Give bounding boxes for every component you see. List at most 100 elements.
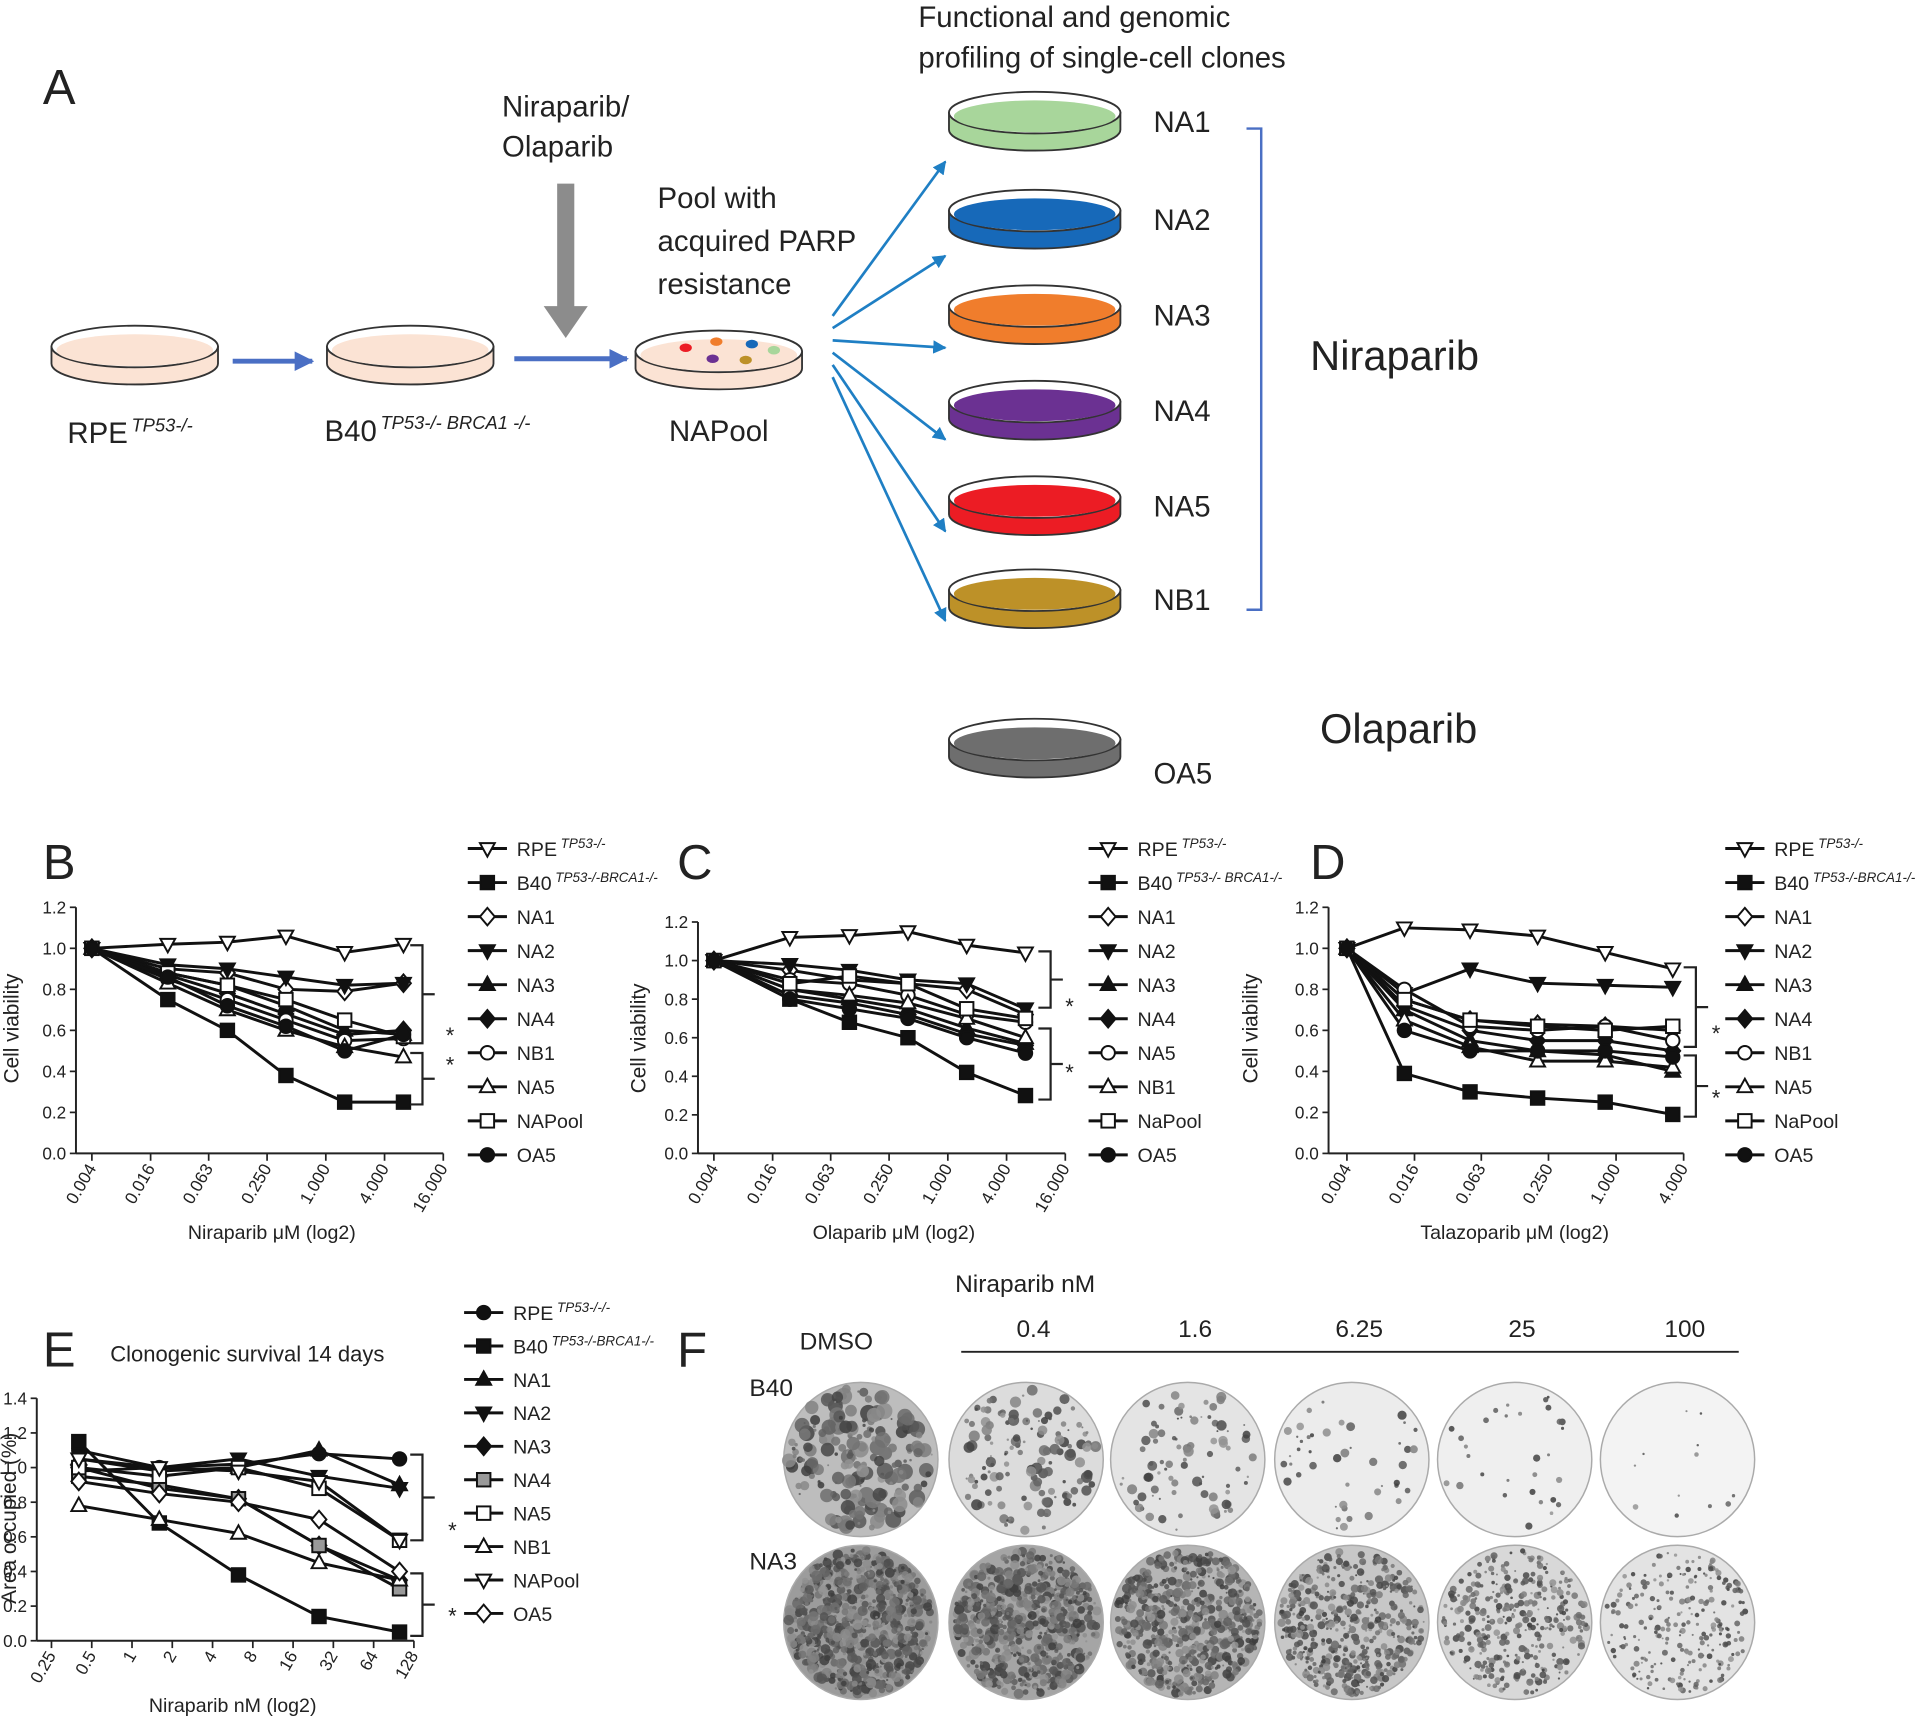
colony-dot <box>1486 1656 1490 1661</box>
colony-dot <box>1048 1416 1052 1421</box>
colony-dot <box>1575 1619 1583 1626</box>
colony-dot <box>1607 1640 1611 1644</box>
colony-dot <box>1630 1571 1636 1577</box>
colony-dot <box>1503 1648 1507 1652</box>
colony-dot <box>990 1611 996 1616</box>
colony-dot <box>854 1510 865 1520</box>
colony-dot <box>890 1620 899 1629</box>
colony-dot <box>1016 1626 1025 1635</box>
colony-dot <box>1056 1661 1064 1669</box>
colony-dot <box>854 1457 857 1460</box>
y-tick-label: 0.6 <box>664 1028 688 1048</box>
marker <box>1099 944 1118 961</box>
colony-dot <box>1190 1555 1193 1559</box>
colony-dot <box>1556 1418 1563 1425</box>
colony-dot <box>1611 1609 1616 1614</box>
legend-label-main: NAPool <box>513 1570 579 1592</box>
significance-star: * <box>1065 1060 1074 1085</box>
colony-dot <box>1701 1631 1707 1637</box>
colony-dot <box>1167 1576 1177 1586</box>
colony-dot <box>861 1546 871 1555</box>
colony-dot <box>1738 1588 1744 1594</box>
colony-dot <box>999 1655 1006 1662</box>
colony-dot <box>1216 1568 1220 1572</box>
colony-dot <box>1156 1657 1165 1666</box>
colony-dot <box>963 1637 969 1643</box>
colony-dot <box>922 1594 927 1599</box>
colony-dot <box>1310 1619 1314 1622</box>
colony-dot <box>1561 1570 1565 1575</box>
colony-dot <box>971 1593 978 1600</box>
marker <box>958 1001 975 1017</box>
colony-dot <box>1322 1663 1331 1672</box>
series-line <box>713 959 1026 1024</box>
colony-dot <box>882 1639 890 1647</box>
series-line <box>1345 947 1673 1032</box>
marker <box>311 1608 327 1625</box>
colony-dot <box>1189 1649 1196 1655</box>
colony-dot <box>987 1576 991 1580</box>
colony-dot <box>1485 1639 1491 1645</box>
colony-dot <box>1717 1677 1723 1683</box>
colony-dot <box>1340 1665 1345 1670</box>
x-tick-label: 128 <box>391 1647 423 1682</box>
colony-dot <box>1562 1618 1566 1622</box>
colony-dot <box>1203 1399 1209 1405</box>
colony-dot <box>1713 1611 1716 1614</box>
x-tick-label: 32 <box>315 1647 342 1674</box>
colony-dot <box>1499 1638 1506 1646</box>
series-line <box>91 946 404 993</box>
colony-dot <box>1384 1648 1388 1653</box>
colony-dot <box>1305 1656 1310 1661</box>
colony-dot <box>1513 1608 1517 1612</box>
colony-dot <box>1204 1670 1212 1677</box>
colony-dot <box>1646 1674 1651 1680</box>
x-tick-label: 1.000 <box>917 1160 956 1207</box>
colony-dot <box>1403 1421 1406 1424</box>
colony-dot <box>1232 1668 1239 1676</box>
colony-dot <box>905 1598 909 1602</box>
y-tick-label: 1.2 <box>1295 897 1319 917</box>
marker <box>1099 1008 1117 1029</box>
colony-dot <box>884 1567 895 1578</box>
colony-dot <box>1350 1650 1356 1656</box>
legend-label-main: NA2 <box>1774 941 1812 963</box>
colony-dot <box>1337 1670 1345 1679</box>
colony-dot <box>1187 1609 1193 1615</box>
significance-bracket <box>410 1051 435 1106</box>
significance-bracket <box>1683 1054 1709 1118</box>
colony-dot <box>1514 1653 1518 1657</box>
colony-dot <box>1677 1642 1683 1649</box>
dish-medium <box>953 293 1116 326</box>
colony-dot <box>1496 1609 1501 1614</box>
clone-label: NB1 <box>1153 584 1210 617</box>
colony-dot <box>1122 1644 1127 1649</box>
colony-dot <box>1309 1433 1315 1438</box>
colony-dot <box>1208 1504 1219 1515</box>
colony-dot <box>980 1473 988 1481</box>
colony-dot <box>1238 1579 1242 1583</box>
colony-dot <box>1411 1631 1415 1635</box>
colony-dot <box>1709 1576 1712 1580</box>
legend-label: NB1 <box>517 1043 555 1065</box>
marker <box>1529 1090 1546 1106</box>
colony-dot <box>924 1635 931 1642</box>
marker <box>1100 1113 1116 1129</box>
marker <box>782 991 798 1007</box>
colony-dot <box>1152 1438 1159 1444</box>
marker <box>1396 1022 1413 1039</box>
colony-dot <box>1036 1670 1041 1674</box>
colony-dot <box>838 1443 847 1452</box>
colony-dot <box>1718 1662 1722 1666</box>
colony-dot <box>889 1585 894 1589</box>
marker <box>278 1067 294 1084</box>
colony-dot <box>1368 1580 1375 1587</box>
marker <box>1597 1043 1613 1059</box>
x-tick-label: 4.000 <box>976 1160 1015 1207</box>
colony-dot <box>1019 1682 1024 1687</box>
colony-dot <box>974 1407 978 1411</box>
colony-dot <box>1241 1613 1244 1616</box>
colony-dot <box>1244 1586 1250 1592</box>
legend-label-main: NA3 <box>517 975 555 997</box>
colony-dot <box>1467 1641 1472 1646</box>
